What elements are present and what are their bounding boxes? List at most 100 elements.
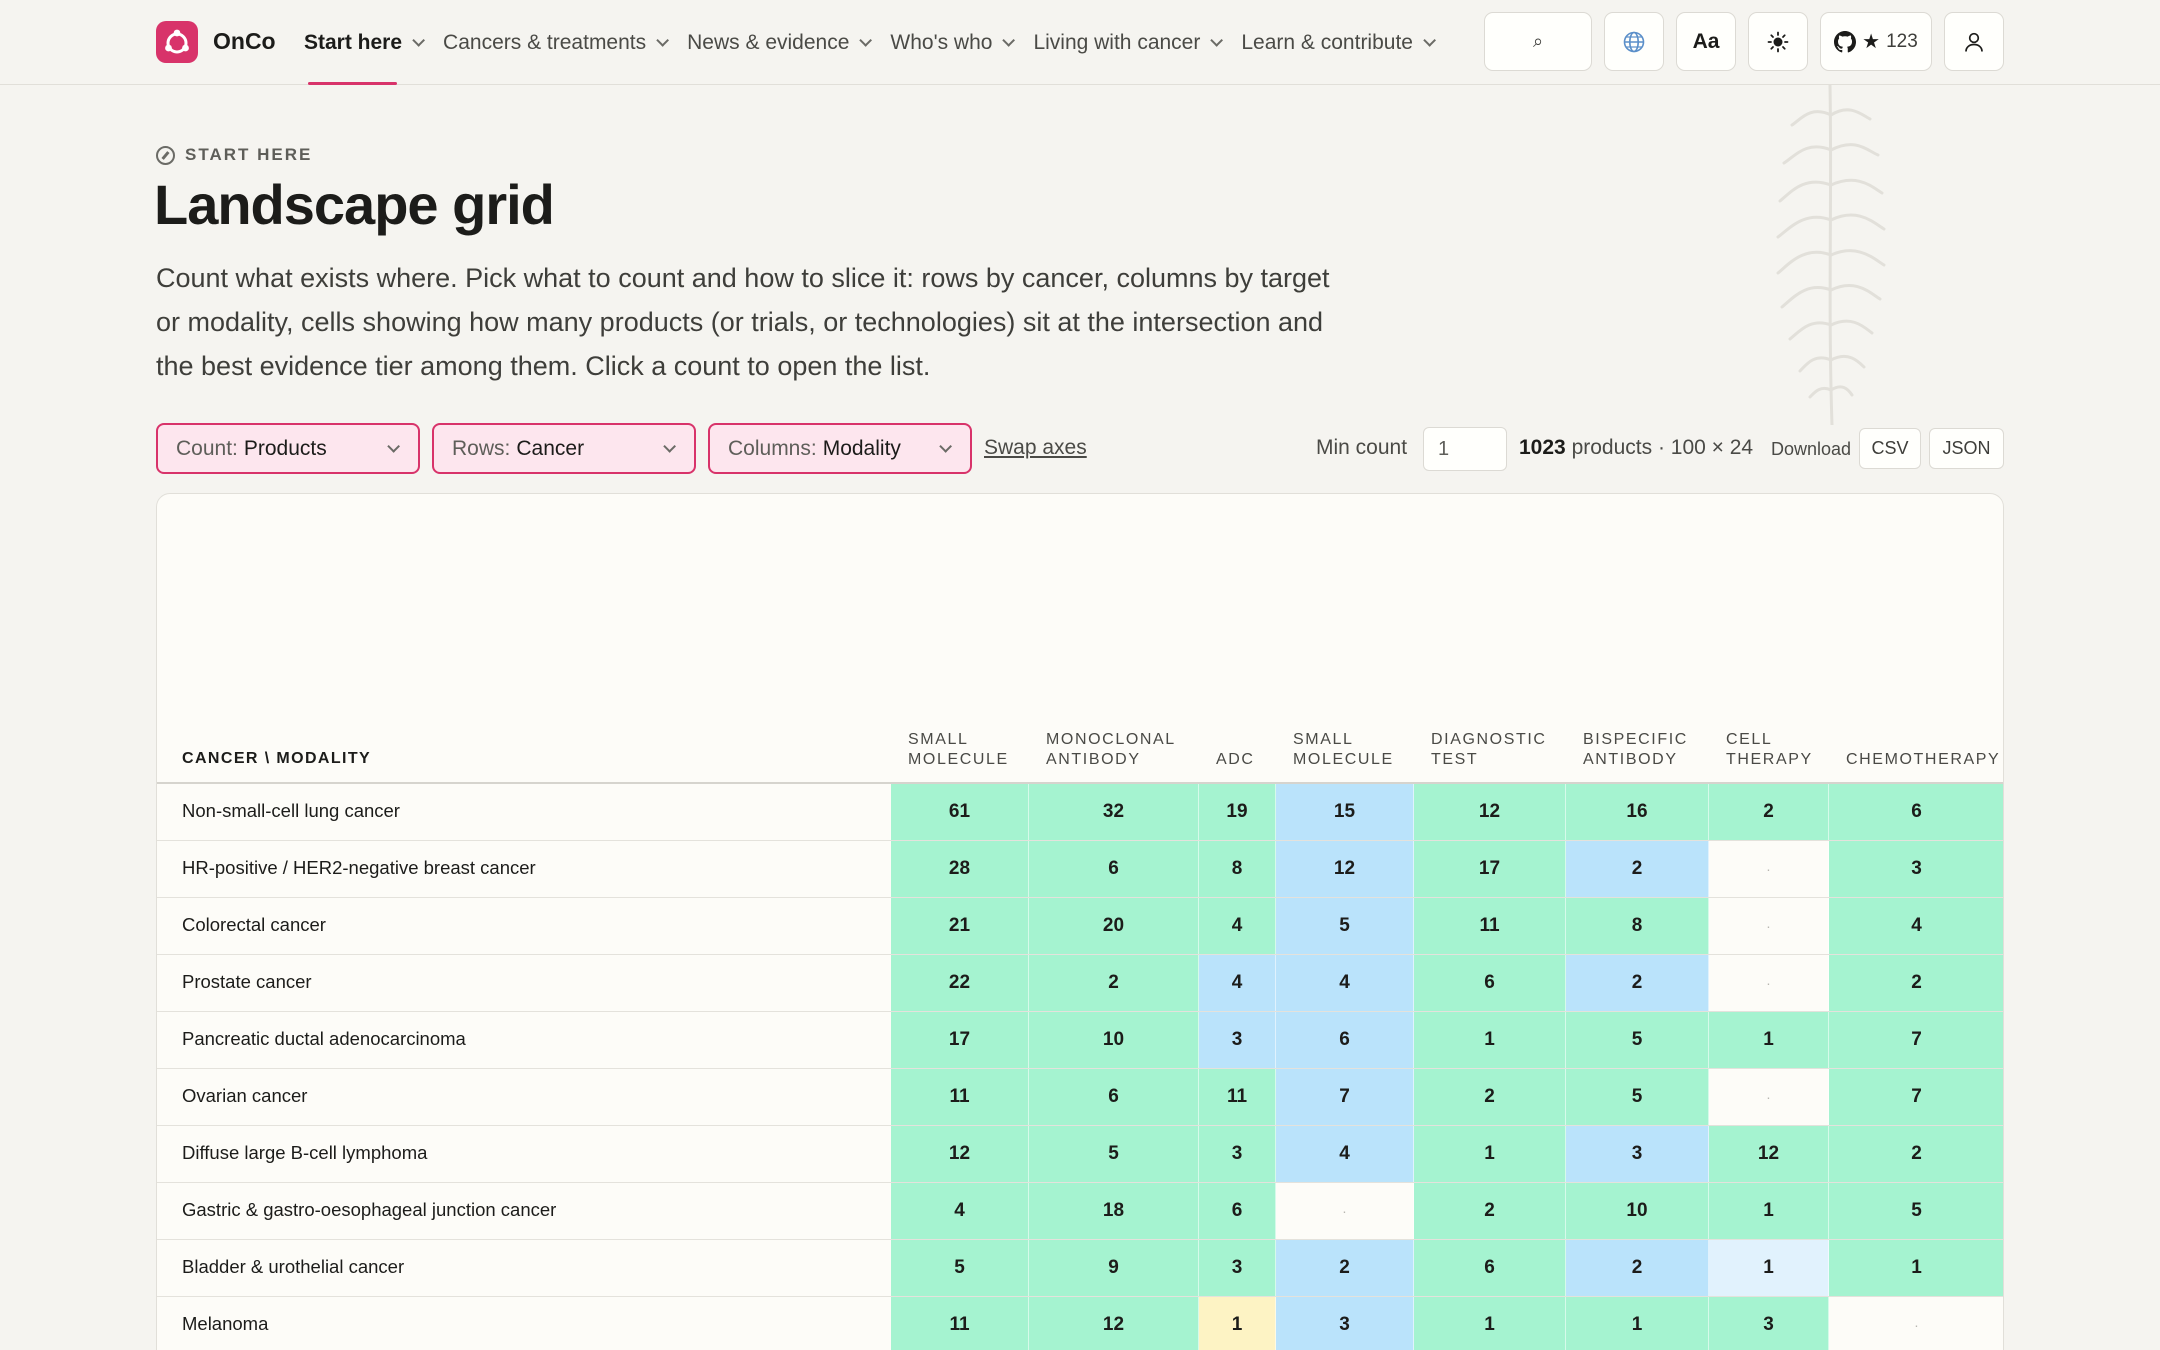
- font-size-button[interactable]: Aa: [1676, 12, 1736, 71]
- github-stars-button[interactable]: ★ 123: [1820, 12, 1932, 71]
- row-label[interactable]: HR-positive / HER2-negative breast cance…: [182, 857, 536, 878]
- row-label[interactable]: Diffuse large B-cell lymphoma: [182, 1142, 428, 1163]
- grid-cell-count[interactable]: 4: [1199, 955, 1276, 1011]
- grid-cell-count[interactable]: 2: [1414, 1183, 1566, 1239]
- grid-cell-count[interactable]: 3: [1199, 1012, 1276, 1068]
- grid-cell-count[interactable]: 2: [1829, 955, 2003, 1011]
- grid-cell-count[interactable]: 12: [1029, 1297, 1199, 1350]
- grid-cell-count[interactable]: 6: [1276, 1012, 1414, 1068]
- grid-cell-count[interactable]: 19: [1199, 784, 1276, 840]
- grid-cell-count[interactable]: 7: [1829, 1012, 2003, 1068]
- grid-cell-count[interactable]: 5: [1276, 898, 1414, 954]
- grid-cell-count[interactable]: 5: [1566, 1012, 1709, 1068]
- swap-axes-link[interactable]: Swap axes: [984, 436, 1087, 459]
- row-label[interactable]: Non-small-cell lung cancer: [182, 800, 400, 821]
- grid-cell-count[interactable]: 11: [1199, 1069, 1276, 1125]
- grid-cell-count[interactable]: 8: [1199, 841, 1276, 897]
- grid-cell-count[interactable]: 2: [1709, 784, 1829, 840]
- column-header[interactable]: SMALL MOLECULE: [908, 731, 1009, 768]
- grid-cell-count[interactable]: 11: [891, 1069, 1029, 1125]
- row-label[interactable]: Colorectal cancer: [182, 914, 326, 935]
- grid-cell-count[interactable]: 2: [1276, 1240, 1414, 1296]
- grid-cell-count[interactable]: 3: [1199, 1240, 1276, 1296]
- row-label[interactable]: Pancreatic ductal adenocarcinoma: [182, 1028, 466, 1049]
- grid-cell-count[interactable]: 6: [1414, 955, 1566, 1011]
- grid-cell-count[interactable]: 5: [891, 1240, 1029, 1296]
- grid-cell-count[interactable]: 28: [891, 841, 1029, 897]
- nav-learn-contribute[interactable]: Learn & contribute: [1241, 0, 1436, 85]
- nav-news-evidence[interactable]: News & evidence: [687, 0, 873, 85]
- grid-cell-count[interactable]: 15: [1276, 784, 1414, 840]
- nav-start-here[interactable]: Start here: [304, 0, 426, 85]
- grid-cell-count[interactable]: 32: [1029, 784, 1199, 840]
- row-label[interactable]: Gastric & gastro-oesophageal junction ca…: [182, 1199, 557, 1220]
- count-select[interactable]: Count: Products: [156, 423, 420, 474]
- download-json-button[interactable]: JSON: [1929, 428, 2004, 469]
- grid-cell-count[interactable]: 4: [1276, 955, 1414, 1011]
- grid-cell-count[interactable]: 17: [891, 1012, 1029, 1068]
- grid-cell-count[interactable]: 1: [1199, 1297, 1276, 1350]
- grid-cell-count[interactable]: 11: [1414, 898, 1566, 954]
- grid-cell-count[interactable]: 5: [1829, 1183, 2003, 1239]
- grid-cell-count[interactable]: 17: [1414, 841, 1566, 897]
- search-button[interactable]: ⌕: [1484, 12, 1592, 71]
- grid-cell-count[interactable]: 7: [1276, 1069, 1414, 1125]
- grid-cell-count[interactable]: 7: [1829, 1069, 2003, 1125]
- grid-cell-count[interactable]: 6: [1029, 841, 1199, 897]
- nav-cancers-treatments[interactable]: Cancers & treatments: [443, 0, 670, 85]
- grid-cell-count[interactable]: 3: [1566, 1126, 1709, 1182]
- grid-cell-count[interactable]: 1: [1414, 1012, 1566, 1068]
- grid-cell-count[interactable]: 3: [1829, 841, 2003, 897]
- grid-cell-count[interactable]: 21: [891, 898, 1029, 954]
- columns-select[interactable]: Columns: Modality: [708, 423, 972, 474]
- grid-cell-count[interactable]: 1: [1829, 1240, 2003, 1296]
- grid-cell-count[interactable]: 3: [1199, 1126, 1276, 1182]
- grid-cell-count[interactable]: 2: [1029, 955, 1199, 1011]
- grid-cell-count[interactable]: 61: [891, 784, 1029, 840]
- row-label[interactable]: Ovarian cancer: [182, 1085, 308, 1106]
- brand-name[interactable]: OnCo: [213, 28, 276, 54]
- grid-cell-count[interactable]: 5: [1029, 1126, 1199, 1182]
- grid-cell-count[interactable]: 1: [1566, 1297, 1709, 1350]
- column-header[interactable]: MONOCLONAL ANTIBODY: [1046, 731, 1176, 768]
- grid-cell-count[interactable]: 6: [1829, 784, 2003, 840]
- row-label[interactable]: Prostate cancer: [182, 971, 312, 992]
- column-header[interactable]: BISPECIFIC ANTIBODY: [1583, 731, 1688, 768]
- grid-cell-count[interactable]: 12: [1709, 1126, 1829, 1182]
- grid-cell-count[interactable]: 6: [1029, 1069, 1199, 1125]
- rows-select[interactable]: Rows: Cancer: [432, 423, 696, 474]
- grid-cell-count[interactable]: 2: [1566, 955, 1709, 1011]
- onco-logo[interactable]: [156, 21, 198, 63]
- grid-cell-count[interactable]: 1: [1414, 1297, 1566, 1350]
- nav-living-with-cancer[interactable]: Living with cancer: [1033, 0, 1224, 85]
- grid-cell-count[interactable]: 2: [1829, 1126, 2003, 1182]
- column-header[interactable]: DIAGNOSTIC TEST: [1431, 731, 1547, 768]
- grid-cell-count[interactable]: 10: [1566, 1183, 1709, 1239]
- grid-cell-count[interactable]: 10: [1029, 1012, 1199, 1068]
- account-button[interactable]: [1944, 12, 2004, 71]
- grid-cell-count[interactable]: 12: [1414, 784, 1566, 840]
- grid-cell-count[interactable]: 2: [1566, 1240, 1709, 1296]
- grid-cell-count[interactable]: 12: [1276, 841, 1414, 897]
- grid-cell-count[interactable]: 3: [1276, 1297, 1414, 1350]
- grid-cell-count[interactable]: 22: [891, 955, 1029, 1011]
- nav-whos-who[interactable]: Who's who: [890, 0, 1016, 85]
- grid-cell-count[interactable]: 4: [1829, 898, 2003, 954]
- grid-cell-count[interactable]: 1: [1414, 1126, 1566, 1182]
- grid-cell-count[interactable]: 20: [1029, 898, 1199, 954]
- grid-cell-count[interactable]: 2: [1566, 841, 1709, 897]
- grid-cell-count[interactable]: 1: [1709, 1012, 1829, 1068]
- row-label[interactable]: Bladder & urothelial cancer: [182, 1256, 405, 1277]
- grid-cell-count[interactable]: 16: [1566, 784, 1709, 840]
- grid-cell-count[interactable]: 2: [1414, 1069, 1566, 1125]
- grid-cell-count[interactable]: 8: [1566, 898, 1709, 954]
- grid-cell-count[interactable]: 1: [1709, 1183, 1829, 1239]
- grid-cell-count[interactable]: 12: [891, 1126, 1029, 1182]
- download-csv-button[interactable]: CSV: [1859, 428, 1921, 469]
- grid-cell-count[interactable]: 9: [1029, 1240, 1199, 1296]
- theme-toggle-button[interactable]: [1748, 12, 1808, 71]
- grid-cell-count[interactable]: 1: [1709, 1240, 1829, 1296]
- grid-cell-count[interactable]: 11: [891, 1297, 1029, 1350]
- grid-cell-count[interactable]: 4: [1276, 1126, 1414, 1182]
- grid-cell-count[interactable]: 4: [1199, 898, 1276, 954]
